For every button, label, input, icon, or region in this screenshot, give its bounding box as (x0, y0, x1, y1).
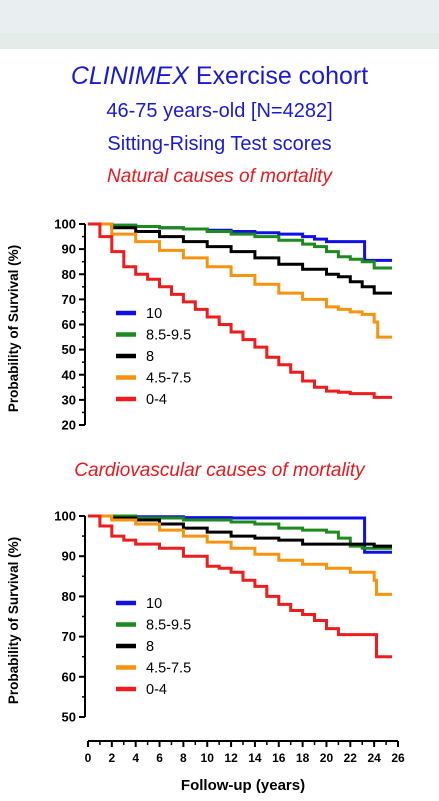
legend-label: 4.5-7.5 (146, 661, 191, 677)
x-tick-label: 2 (109, 751, 116, 765)
legend-label: 0-4 (146, 682, 167, 698)
legend-label: 8 (146, 349, 154, 365)
legend-label: 10 (146, 596, 162, 612)
series-line-4.5-7.5 (88, 514, 392, 596)
x-tick-label: 20 (320, 751, 334, 765)
y-tick-label: 60 (62, 317, 76, 332)
legend-label: 4.5-7.5 (146, 371, 191, 387)
y-axis-label: Probability of Survival (%) (6, 537, 21, 704)
page-subtitle-age: 46-75 years-old [N=4282] (106, 100, 333, 122)
y-tick-label: 90 (62, 549, 76, 564)
y-tick-label: 60 (62, 669, 76, 684)
series-line-8.5-9.5 (88, 514, 392, 550)
series-line-0-4 (88, 222, 392, 399)
x-tick-label: 8 (180, 751, 187, 765)
x-tick-label: 14 (248, 751, 262, 765)
x-tick-label: 16 (272, 751, 286, 765)
chart-1: 20 30 40 50 60 70 80 90 100 Probability of Surviv… (6, 217, 392, 433)
legend-label: 10 (146, 306, 162, 322)
y-tick-label: 100 (54, 509, 76, 524)
x-tick-label: 22 (344, 751, 358, 765)
x-tick-label: 12 (224, 751, 238, 765)
x-axis-label: Follow-up (years) (181, 777, 305, 794)
y-tick-label: 80 (62, 267, 76, 282)
x-tick-label: 26 (391, 751, 405, 765)
chart2-title: Cardiovascular causes of mortality (74, 460, 365, 481)
page-subtitle-test: Sitting-Rising Test scores (107, 133, 332, 155)
series-line-0-4 (88, 514, 392, 659)
x-tick-label: 4 (132, 751, 139, 765)
legend-label: 8 (146, 639, 154, 655)
y-axis-label: Probability of Survival (%) (6, 245, 21, 412)
legend-label: 0-4 (146, 392, 167, 408)
page-title: CLINIMEX Exercise cohort (0, 62, 439, 91)
y-tick-label: 100 (54, 217, 76, 232)
page-title-italic: CLINIMEX (70, 62, 189, 90)
y-tick-label: 50 (62, 710, 76, 725)
legend-label: 8.5-9.5 (146, 618, 191, 634)
y-tick-label: 90 (62, 242, 76, 257)
series-line-8 (88, 222, 392, 295)
y-tick-label: 70 (62, 292, 76, 307)
y-tick-label: 50 (62, 342, 76, 357)
series-line-8.5-9.5 (88, 222, 392, 270)
y-tick-label: 70 (62, 629, 76, 644)
y-tick-label: 30 (62, 392, 76, 407)
chart1-title: Natural causes of mortality (107, 166, 332, 187)
y-tick-label: 20 (62, 418, 76, 433)
x-tick-label: 0 (85, 751, 92, 765)
series-line-10 (88, 222, 392, 262)
y-tick-label: 80 (62, 589, 76, 604)
y-tick-label: 40 (62, 367, 76, 382)
legend-label: 8.5-9.5 (146, 328, 191, 344)
series-line-4.5-7.5 (88, 222, 392, 339)
x-tick-label: 24 (367, 751, 381, 765)
top-band-inner (0, 33, 439, 49)
page-title-rest: Exercise cohort (188, 62, 369, 90)
x-tick-label: 6 (156, 751, 163, 765)
x-tick-label: 18 (296, 751, 310, 765)
x-tick-label: 10 (201, 751, 215, 765)
